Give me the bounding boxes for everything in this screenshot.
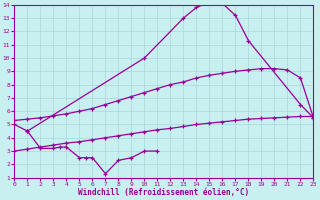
X-axis label: Windchill (Refroidissement éolien,°C): Windchill (Refroidissement éolien,°C): [78, 188, 250, 197]
